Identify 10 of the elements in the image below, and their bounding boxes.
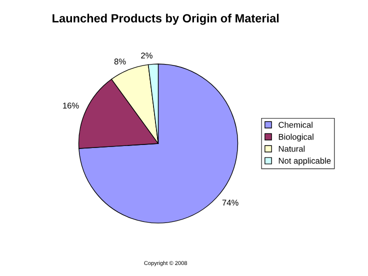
data-label: 16% xyxy=(63,102,79,109)
data-label: 74% xyxy=(222,200,238,206)
chart-title: Launched Products by Origin of Material xyxy=(52,14,279,25)
data-label: 8% xyxy=(114,58,126,64)
pie-slice xyxy=(78,64,238,224)
legend-label: Not applicable xyxy=(278,158,331,166)
legend-label: Natural xyxy=(278,146,305,152)
legend-label: Biological xyxy=(278,134,314,142)
data-label: 2% xyxy=(141,52,152,58)
legend-label: Chemical xyxy=(278,122,312,128)
